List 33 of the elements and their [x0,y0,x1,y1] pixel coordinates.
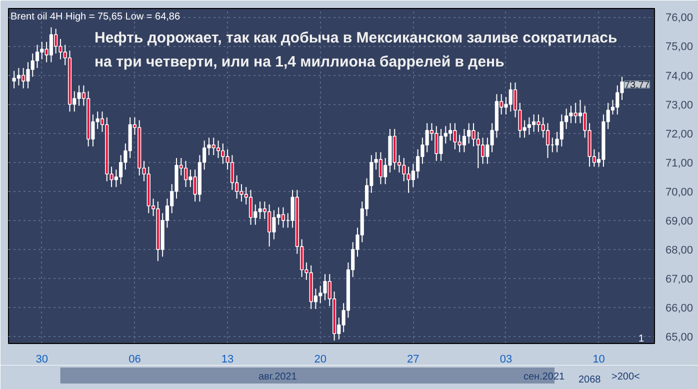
y-tick-label: 75,00 [666,41,694,54]
text: авг.2021 [258,372,298,382]
y-tick-label: 76,00 [666,12,694,24]
chart-subtitle: Brent oil 4H High = 75,65 Low = 64,86 [10,12,180,22]
x-tick-label: 27 [407,354,420,366]
y-tick-label: 74,00 [666,70,694,82]
x-tick-label: 06 [128,354,141,366]
y-tick-label: 73,00 [666,99,694,112]
candlestick [546,122,550,158]
text: 73,77 [624,80,650,91]
text: 2068 [578,374,602,386]
x-tick-label: 10 [592,354,605,366]
y-tick-label: 66,00 [666,302,694,315]
y-tick-label: 68,00 [666,244,694,256]
text: >200< [612,372,640,382]
y-tick-label: 72,00 [666,128,694,140]
candlestick [281,206,286,228]
x-tick-label: 20 [314,354,326,366]
y-tick-label: 70,00 [666,186,694,198]
candlestick [248,189,253,226]
x-tick-label: 30 [36,354,48,366]
candlestick [462,128,466,153]
y-tick-label: 65,00 [666,332,694,344]
candlestick [184,160,188,188]
candlestick [35,44,40,69]
y-tick-label: 69,00 [666,215,694,228]
text: 1 [638,334,644,344]
x-tick-label: 13 [221,354,234,366]
x-tick-label: 03 [500,354,512,366]
y-tick-label: 71,00 [666,157,694,170]
y-tick-label: 67,00 [666,273,694,286]
candlestick [216,140,220,158]
text: Нефть дорожает, так как добыча в Мексиканском заливе сократилась на три четверти, или на 1,4 миллиона баррелей в день [94,30,618,70]
